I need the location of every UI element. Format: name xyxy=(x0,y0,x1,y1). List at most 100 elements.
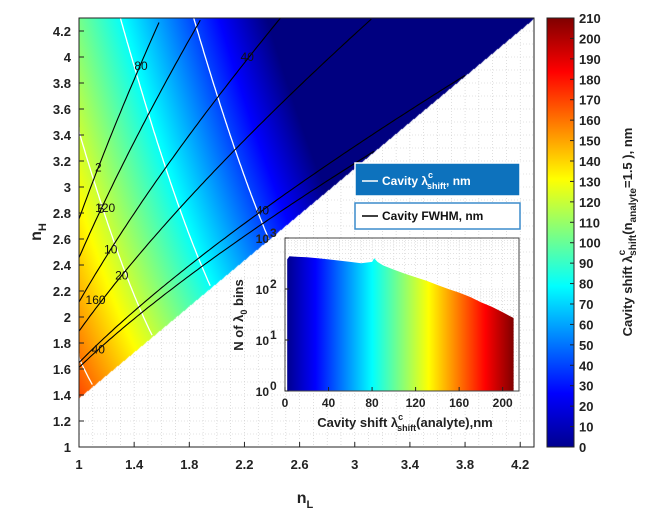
inset-histogram-area xyxy=(287,256,514,391)
y-tick-label: 3.8 xyxy=(53,76,71,91)
colorbar-tick-label: 160 xyxy=(579,113,601,128)
legend-fwhm-box xyxy=(354,202,521,230)
y-tick-label: 3.2 xyxy=(53,154,71,169)
colorbar-tick-label: 10 xyxy=(579,420,593,435)
legend-item-fwhm: Cavity FWHM, nm xyxy=(354,202,521,230)
y-tick-label: 3 xyxy=(64,180,71,195)
colorbar-tick-label: 130 xyxy=(579,174,601,189)
colorbar-tick-label: 200 xyxy=(579,31,601,46)
y-tick-label: 2.2 xyxy=(53,284,71,299)
colorbar-tick-label: 80 xyxy=(579,277,593,292)
fwhm-contour-label: 20 xyxy=(115,268,129,282)
legend: Cavity λc shift, nm Cavity FWHM, nm xyxy=(354,162,521,230)
y-tick-label: 4 xyxy=(64,50,72,65)
inset-plot-frame xyxy=(284,237,520,392)
y-tick-label: 2 xyxy=(64,310,71,325)
shift-contour-line xyxy=(193,18,270,240)
fwhm-contour-line xyxy=(79,74,466,363)
y-axis-ticks: 1 1.2 1.4 1.6 1.8 2 2.2 2.4 2.6 2.8 3 3.2 3.4 3.6 3.8 4… xyxy=(53,24,84,455)
y-tick-label: 3.6 xyxy=(53,102,71,117)
x-tick-label: 1.4 xyxy=(125,457,144,472)
inset-x-tick-label: 160 xyxy=(449,396,469,410)
x-tick-label: 2.6 xyxy=(291,457,309,472)
inset-y-tick-label: 10 xyxy=(256,385,270,399)
colorbar: 0 10 20 30 40 50 60 70 80 90 100 110 120 130 140 150 160… xyxy=(546,11,639,455)
x-tick-label: 3 xyxy=(351,457,358,472)
legend-shift-text: Cavity λc shift, nm xyxy=(382,170,471,191)
colorbar-gradient xyxy=(546,17,575,448)
colorbar-tick-label: 170 xyxy=(579,93,601,108)
shift-contour-line xyxy=(119,18,211,287)
colorbar-tick-label: 60 xyxy=(579,317,593,332)
colorbar-tick-label: 190 xyxy=(579,52,601,67)
colorbar-tick-label: 30 xyxy=(579,379,593,394)
fwhm-contour-line xyxy=(79,18,372,332)
x-tick-label: 3.4 xyxy=(401,457,420,472)
colorbar-tick-label: 100 xyxy=(579,236,601,251)
colorbar-tick-label: 90 xyxy=(579,256,593,271)
colorbar-tick-label: 120 xyxy=(579,195,601,210)
inset-y-tick-exponent: 1 xyxy=(270,328,277,342)
inset-y-tick-exponent: 0 xyxy=(270,379,277,393)
main-plot-frame xyxy=(78,17,535,448)
fwhm-contour-label: 40 xyxy=(92,343,106,357)
fwhm-contour-label: 2 xyxy=(95,161,102,175)
colorbar-tick-label: 50 xyxy=(579,338,593,353)
colorbar-tick-label: 40 xyxy=(579,358,593,373)
inset-y-tick-label: 10 xyxy=(256,283,270,297)
inset-y-tick-exponent: 3 xyxy=(270,226,277,240)
colorbar-tick-label: 210 xyxy=(579,11,601,26)
x-tick-label: 1.8 xyxy=(180,457,198,472)
colorbar-tick-label: 20 xyxy=(579,399,593,414)
shift-contour-label: 40 xyxy=(241,50,255,64)
inset-x-tick-label: 120 xyxy=(406,396,426,410)
y-tick-label: 4.2 xyxy=(53,24,71,39)
shift-contour-label: 160 xyxy=(86,293,106,307)
y-tick-label: 2.8 xyxy=(53,206,71,221)
y-tick-label: 3.4 xyxy=(53,128,72,143)
shift-contours xyxy=(79,18,270,385)
colorbar-tick-label: 150 xyxy=(579,134,601,149)
y-tick-label: 1.4 xyxy=(53,388,72,403)
shift-contour-line xyxy=(79,127,153,336)
inset-x-tick-label: 0 xyxy=(282,396,289,410)
legend-fwhm-text: Cavity FWHM, nm xyxy=(382,209,483,223)
fwhm-contour-line xyxy=(79,19,201,258)
inset-y-tick-label: 10 xyxy=(256,232,270,246)
colorbar-tick-label: 70 xyxy=(579,297,593,312)
fwhm-contour-line xyxy=(79,150,375,368)
fwhm-contour-line xyxy=(79,22,160,220)
colorbar-tick-label: 180 xyxy=(579,72,601,87)
inset-y-axis-label: N of λ0 bins xyxy=(231,279,249,350)
inset-y-tick-label: 10 xyxy=(256,334,270,348)
contour-labels: 2 5 10 20 40 40 40 80 120 160 xyxy=(86,50,270,357)
inset-x-ticks: 0 40 80 120 160 200 xyxy=(282,387,513,410)
x-axis-ticks: 1 1.4 1.8 2.2 2.6 3 3.4 3.8 4.2 xyxy=(75,442,529,472)
colorbar-ticks: 0 10 20 30 40 50 60 70 80 90 100 110 120 130 140 150 160… xyxy=(570,11,601,455)
fwhm-contour-label: 10 xyxy=(104,242,118,256)
shift-contour-label: 120 xyxy=(95,201,115,215)
legend-item-shift: Cavity λc shift, nm xyxy=(354,162,521,197)
fwhm-contour-label: 40 xyxy=(256,203,270,217)
fwhm-contour-line xyxy=(79,18,281,303)
y-tick-label: 1.8 xyxy=(53,336,71,351)
colorbar-tick-label: 140 xyxy=(579,154,601,169)
colorbar-tick-label: 0 xyxy=(579,440,586,455)
y-tick-label: 1.6 xyxy=(53,362,71,377)
inset-y-tick-exponent: 2 xyxy=(270,277,277,291)
colorbar-tick-label: 110 xyxy=(579,215,600,230)
x-tick-label: 2.2 xyxy=(235,457,253,472)
fwhm-contour-label: 5 xyxy=(98,202,105,216)
y-tick-label: 1 xyxy=(64,440,71,455)
x-tick-label: 3.8 xyxy=(456,457,474,472)
y-tick-label: 2.6 xyxy=(53,232,71,247)
inset-x-axis-label: Cavity shift λc shift(analyte),nm xyxy=(317,412,493,433)
inset-x-tick-label: 80 xyxy=(365,396,379,410)
x-tick-label: 1 xyxy=(75,457,82,472)
colorbar-label: Cavity shift λcshift(nanalyte=1.5 ), nm xyxy=(617,128,639,337)
inset-x-tick-label: 200 xyxy=(493,396,513,410)
y-tick-label: 1.2 xyxy=(53,414,71,429)
